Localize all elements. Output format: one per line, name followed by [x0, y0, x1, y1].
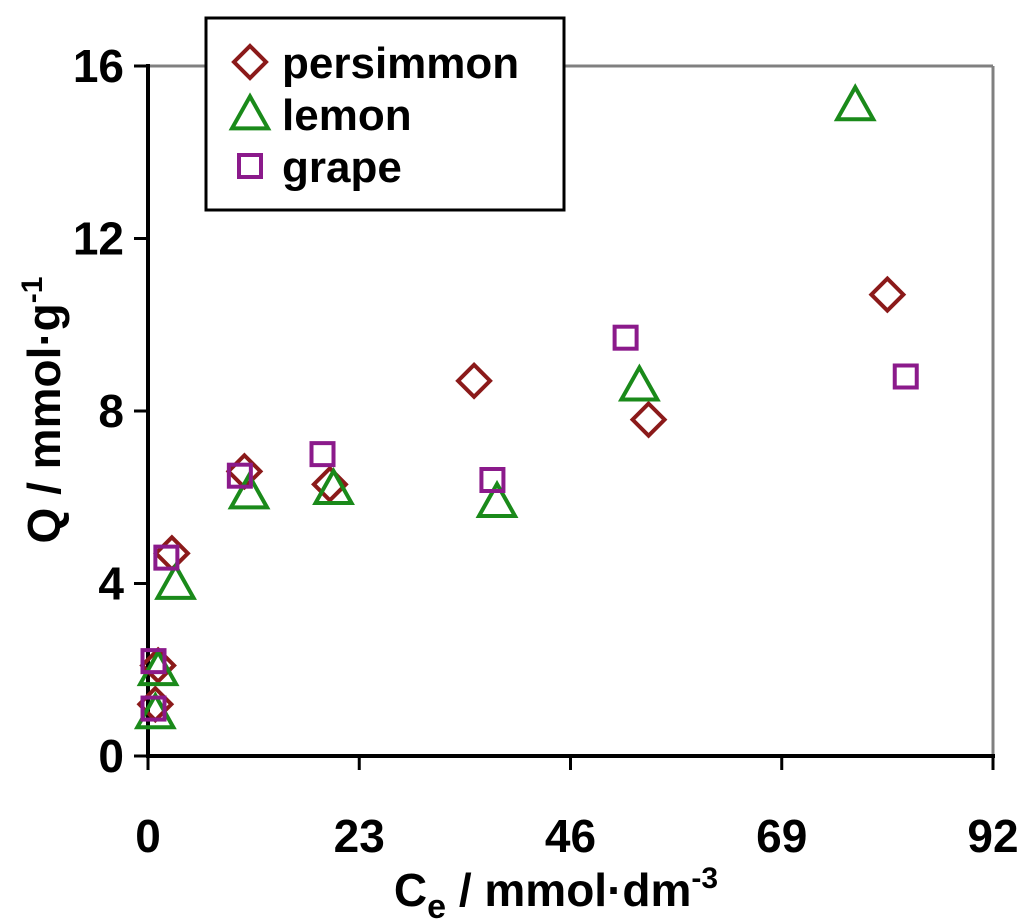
- legend-label-lemon: lemon: [282, 91, 412, 140]
- axis-ticks: 0 4 8 12 16 0 23 46 69 92: [73, 40, 1019, 862]
- data-point-lemon: [227, 471, 271, 510]
- data-point-lemon: [617, 363, 661, 402]
- y-tick-label: 16: [73, 40, 124, 92]
- x-axis-title-sup: -3: [691, 862, 718, 895]
- data-point-grape: [226, 462, 253, 489]
- data-markers: [133, 83, 919, 730]
- x-tick-label: 46: [545, 810, 596, 862]
- data-point-lemon: [833, 83, 877, 122]
- x-axis-title-base: C: [394, 864, 427, 916]
- data-point-grape: [612, 324, 639, 351]
- data-point-grape: [479, 467, 506, 493]
- legend-label-grape: grape: [282, 143, 402, 192]
- x-tick-label: 23: [334, 810, 385, 862]
- x-tick-label: 92: [967, 810, 1018, 862]
- data-point-persimmon: [139, 646, 177, 685]
- data-point-persimmon: [629, 400, 668, 439]
- legend-box: [204, 16, 566, 212]
- x-axis-title: Ce / mmol·dm-3: [394, 862, 718, 923]
- y-tick-label: 12: [73, 213, 124, 265]
- x-axis-title-sub: e: [427, 888, 446, 923]
- data-point-lemon: [475, 479, 519, 518]
- data-point-persimmon: [455, 361, 493, 400]
- data-point-grape: [140, 695, 167, 722]
- legend-marker-grape: [237, 153, 263, 179]
- y-tick-label: 8: [98, 385, 124, 437]
- data-point-grape: [309, 441, 336, 468]
- data-point-persimmon: [153, 534, 191, 573]
- x-axis-title-main: / mmol·dm: [446, 864, 691, 916]
- data-point-grape: [140, 648, 167, 675]
- data-point-persimmon: [868, 275, 907, 314]
- data-point-lemon: [136, 648, 180, 687]
- data-point-lemon: [154, 561, 197, 600]
- y-axis-title: Q / mmol·g-1: [16, 277, 70, 544]
- legend-marker-persimmon: [231, 43, 269, 81]
- data-point-grape: [153, 544, 180, 571]
- data-point-persimmon: [311, 465, 349, 504]
- y-axis-title-main: Q / mmol·g: [18, 303, 70, 543]
- legend-marker-lemon: [228, 92, 272, 131]
- y-tick-label: 4: [98, 558, 124, 610]
- data-point-lemon: [312, 466, 355, 506]
- y-tick-label: 0: [98, 730, 124, 782]
- data-point-grape: [892, 363, 919, 390]
- x-tick-label: 69: [756, 810, 807, 862]
- y-axis-title-sup: -1: [16, 277, 49, 304]
- x-tick-label: 0: [135, 810, 161, 862]
- legend-label-persimmon: persimmon: [282, 39, 519, 88]
